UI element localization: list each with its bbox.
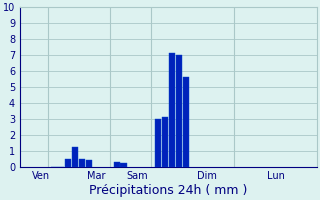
Bar <box>114 162 120 167</box>
Bar <box>183 77 189 167</box>
Bar <box>162 117 168 167</box>
Bar <box>169 53 175 167</box>
Bar <box>176 55 182 167</box>
Bar <box>72 147 78 167</box>
Bar <box>65 159 71 167</box>
Bar <box>86 160 92 167</box>
X-axis label: Précipitations 24h ( mm ): Précipitations 24h ( mm ) <box>89 184 248 197</box>
Bar <box>79 159 85 167</box>
Bar <box>155 119 161 167</box>
Bar <box>121 163 127 167</box>
